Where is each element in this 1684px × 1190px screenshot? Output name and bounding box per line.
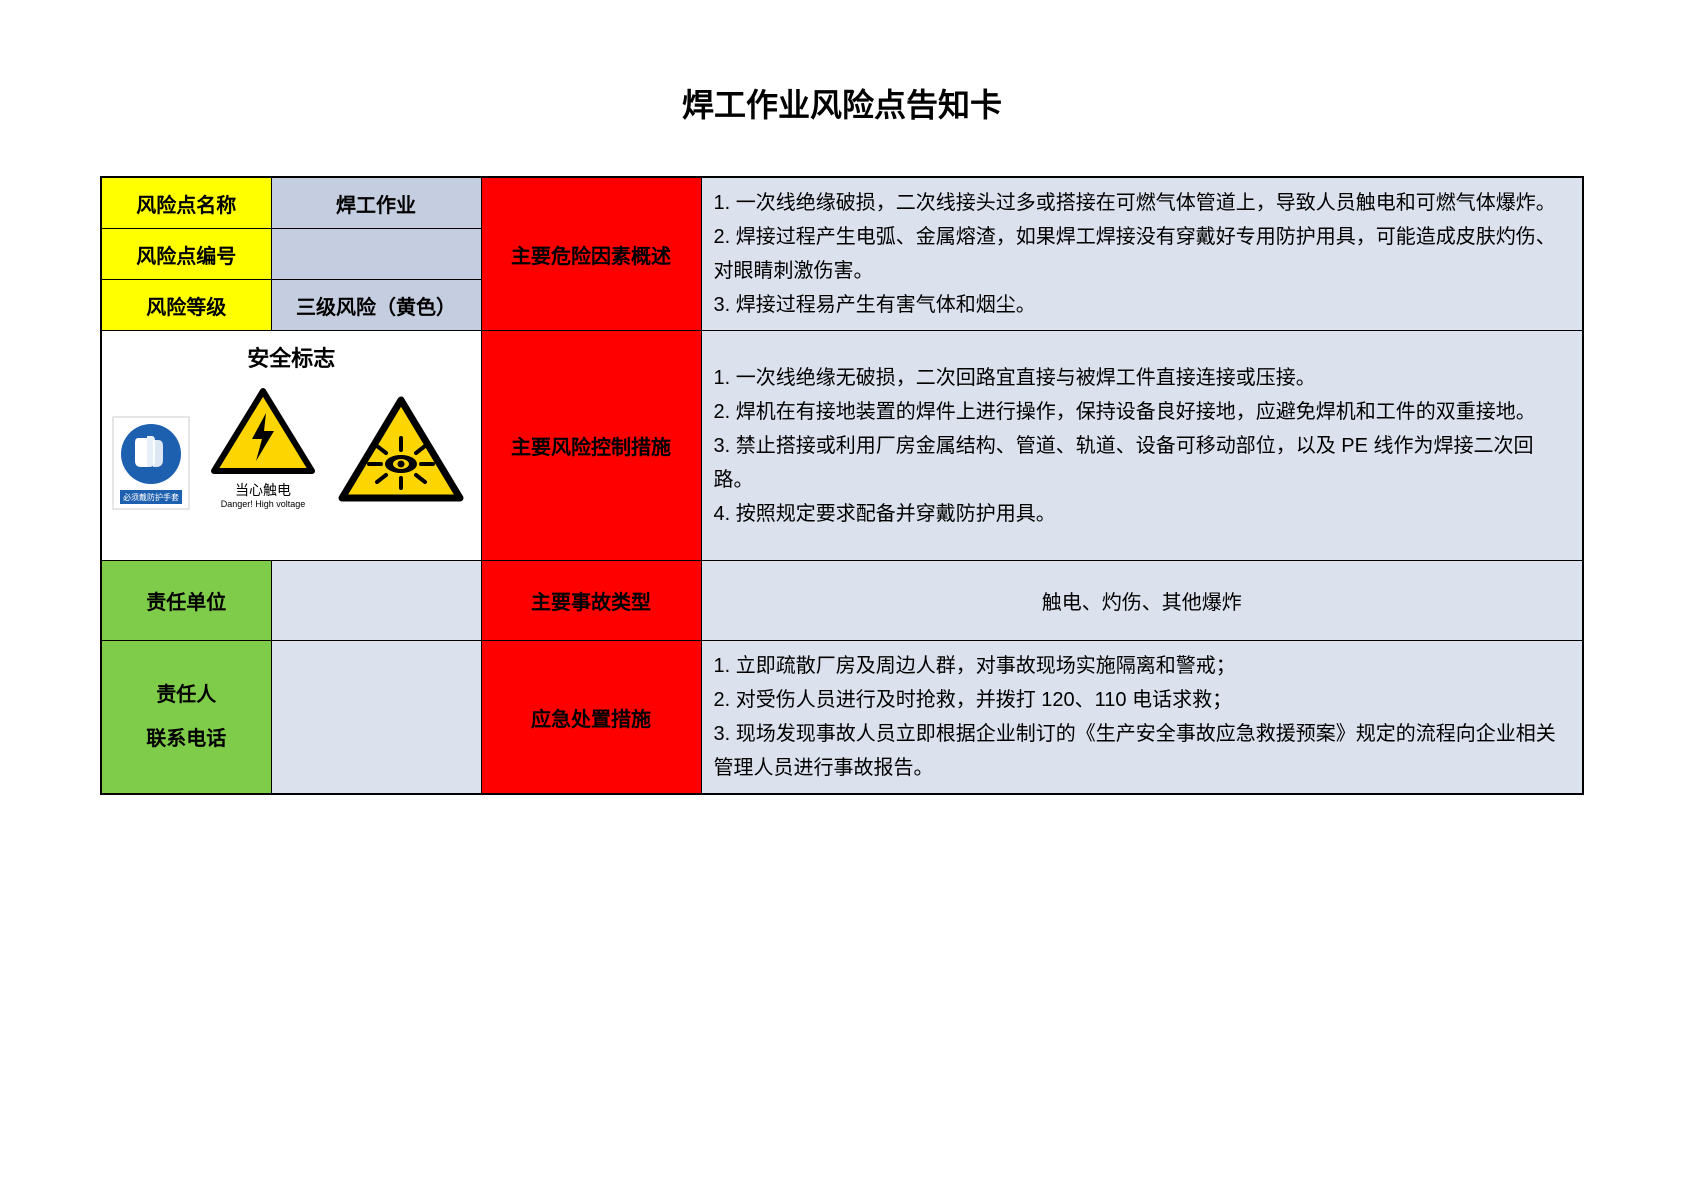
safety-signs-cell: 安全标志 必须戴防护手套: [101, 331, 481, 561]
arc-sign: [336, 394, 466, 510]
label-contact-phone: 联系电话: [114, 717, 259, 761]
shock-caption: 当心触电: [235, 483, 291, 498]
risk-card-table: 风险点名称 焊工作业 主要危险因素概述 1. 一次线绝缘破损，二次线接头过多或搭…: [100, 176, 1584, 795]
page-title: 焊工作业风险点告知卡: [100, 80, 1584, 126]
emergency-item: 2. 对受伤人员进行及时抢救，并拨打 120、110 电话求救；: [714, 683, 1571, 717]
hazard-item: 3. 焊接过程易产生有害气体和烟尘。: [714, 288, 1571, 322]
svg-text:必须戴防护手套: 必须戴防护手套: [123, 492, 179, 502]
label-risk-name: 风险点名称: [101, 177, 271, 229]
label-responsible-unit: 责任单位: [101, 561, 271, 641]
safety-icons-row: 必须戴防护手套 当心触电 Danger! High voltage: [108, 381, 475, 514]
control-item: 2. 焊机在有接地装置的焊件上进行操作，保持设备良好接地，应避免焊机和工件的双重…: [714, 395, 1571, 429]
value-risk-level: 三级风险（黄色）: [271, 280, 481, 331]
label-hazard-summary: 主要危险因素概述: [481, 177, 701, 331]
control-item: 3. 禁止搭接或利用厂房金属结构、管道、轨道、设备可移动部位，以及 PE 线作为…: [714, 429, 1571, 497]
label-risk-level: 风险等级: [101, 280, 271, 331]
content-control-measures: 1. 一次线绝缘无破损，二次回路宜直接与被焊工件直接连接或压接。 2. 焊机在有…: [701, 331, 1583, 561]
label-responsible-person: 责任人: [114, 673, 259, 717]
control-item: 4. 按照规定要求配备并穿戴防护用具。: [714, 497, 1571, 531]
value-responsible-unit: [271, 561, 481, 641]
shock-caption-en: Danger! High voltage: [221, 500, 306, 510]
value-accident-types: 触电、灼伤、其他爆炸: [701, 561, 1583, 641]
label-control-measures: 主要风险控制措施: [481, 331, 701, 561]
emergency-item: 1. 立即疏散厂房及周边人群，对事故现场实施隔离和警戒；: [714, 649, 1571, 683]
label-emergency-measures: 应急处置措施: [481, 641, 701, 795]
label-safety-signs: 安全标志: [108, 341, 475, 381]
control-item: 1. 一次线绝缘无破损，二次回路宜直接与被焊工件直接连接或压接。: [714, 361, 1571, 395]
value-risk-code: [271, 229, 481, 280]
content-emergency-measures: 1. 立即疏散厂房及周边人群，对事故现场实施隔离和警戒； 2. 对受伤人员进行及…: [701, 641, 1583, 795]
value-risk-name: 焊工作业: [271, 177, 481, 229]
shock-sign: 当心触电 Danger! High voltage: [208, 385, 318, 510]
emergency-item: 3. 现场发现事故人员立即根据企业制订的《生产安全事故应急救援预案》规定的流程向…: [714, 717, 1571, 785]
label-responsible-contact: 责任人 联系电话: [101, 641, 271, 795]
label-accident-types: 主要事故类型: [481, 561, 701, 641]
gloves-sign: 必须戴防护手套: [112, 416, 190, 510]
value-responsible-contact: [271, 641, 481, 795]
content-hazard-summary: 1. 一次线绝缘破损，二次线接头过多或搭接在可燃气体管道上，导致人员触电和可燃气…: [701, 177, 1583, 331]
label-risk-code: 风险点编号: [101, 229, 271, 280]
hazard-item: 1. 一次线绝缘破损，二次线接头过多或搭接在可燃气体管道上，导致人员触电和可燃气…: [714, 186, 1571, 220]
hazard-item: 2. 焊接过程产生电弧、金属熔渣，如果焊工焊接没有穿戴好专用防护用具，可能造成皮…: [714, 220, 1571, 288]
